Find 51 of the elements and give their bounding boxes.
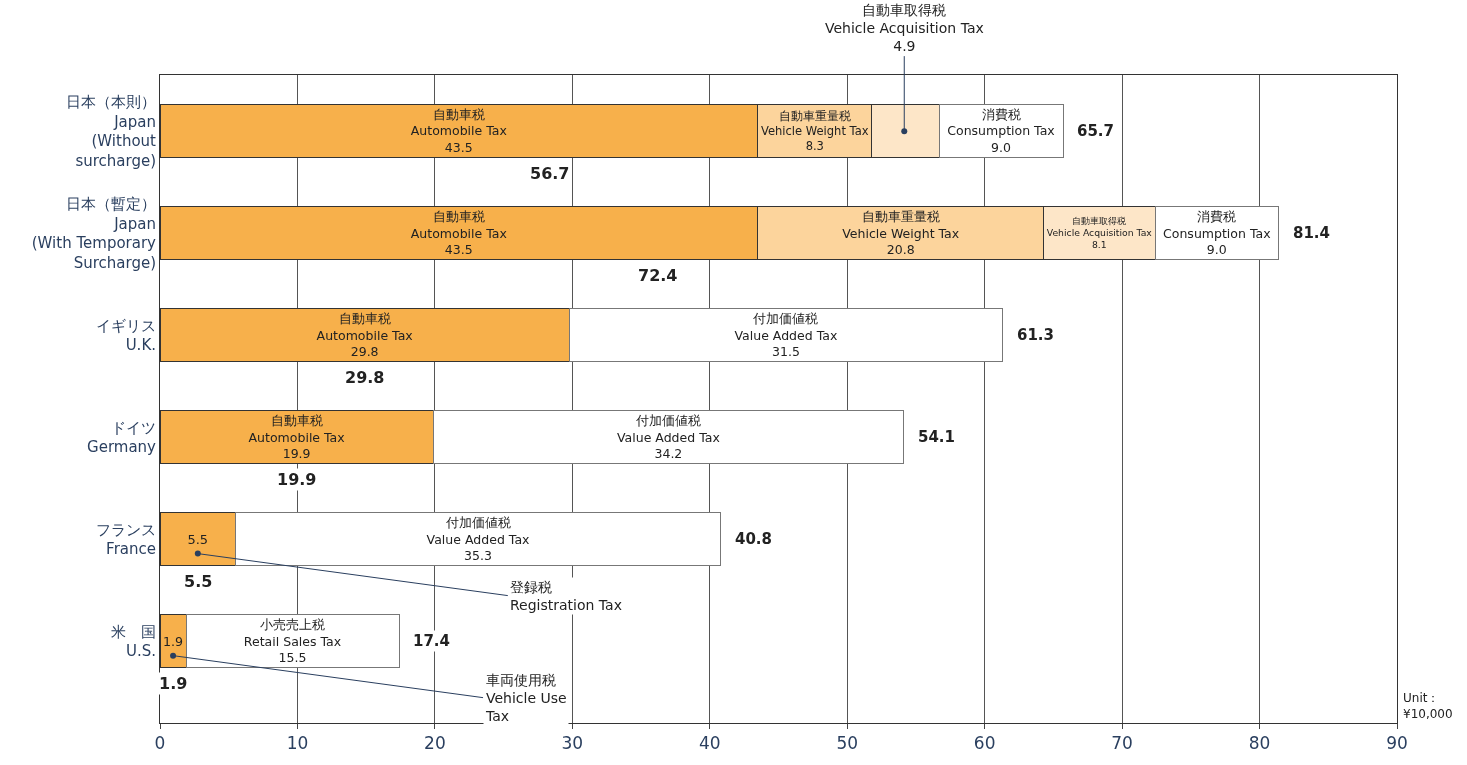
data-label: 消費税 Consumption Tax 9.0 [1163,209,1271,257]
annotation: 5.5 [184,572,213,591]
total-label: 65.7 [1077,122,1115,140]
data-label: 付加価値税 Value Added Tax 35.3 [426,515,530,563]
x-tick-label: 40 [698,733,721,754]
total-label: 17.4 [413,632,451,650]
data-label: 自動車税 Automobile Tax 43.5 [410,107,507,155]
data-label: 自動車重量税 Vehicle Weight Tax 20.8 [842,209,960,257]
y-tick-label: 米 国 U.S. [111,622,156,661]
x-tick-label: 50 [836,733,859,754]
x-tick-label: 60 [973,733,996,754]
data-label: 自動車税 Automobile Tax 29.8 [316,311,413,359]
x-tick-label: 10 [286,733,309,754]
text: 車両使用税 Vehicle Use Tax [485,672,567,725]
annotation: 1.9 [159,674,188,693]
annotation: 72.4 [638,266,678,285]
y-tick-label: 日本（本則） Japan (Without surcharge) [66,93,157,170]
data-label: 小売売上税 Retail Sales Tax 15.5 [243,617,342,665]
annotation: 自動車取得税 Vehicle Acquisition Tax 4.9 [825,2,984,55]
data-label: 1.9 [163,633,184,649]
total-label: 61.3 [1017,326,1055,344]
data-label: 自動車取得税 Vehicle Acquisition Tax 8.1 [1046,215,1153,251]
total-label: 40.8 [735,530,773,548]
x-tick-label: 90 [1386,733,1408,754]
data-label: 自動車税 Automobile Tax 19.9 [248,413,345,461]
y-tick-label: 日本（暫定） Japan (With Temporary Surcharge) [31,195,157,272]
bar [185,614,400,669]
y-tick-label: ドイツ Germany [87,418,157,457]
data-label: 自動車税 Automobile Tax 43.5 [410,209,507,257]
x-tick-label: 30 [561,733,584,754]
annotation: 19.9 [277,470,317,489]
data-label: 自動車重量税 Vehicle Weight Tax 8.3 [760,109,869,154]
text: 登録税 Registration Tax [510,579,622,614]
x-tick-label: 70 [1111,733,1133,754]
y-tick-label: フランス France [96,520,156,559]
bar [235,512,722,567]
data-label: 5.5 [187,531,209,547]
annotation: 29.8 [345,368,385,387]
bar [569,308,1004,363]
text: Unit： ¥10,000 [1403,691,1453,721]
annotation: 56.7 [530,164,570,183]
x-tick-label: 0 [154,733,166,754]
total-label: 54.1 [918,428,956,446]
total-label: 81.4 [1293,224,1331,242]
y-tick-label: イギリス U.K. [96,316,156,355]
x-tick-label: 80 [1248,733,1271,754]
data-label: 付加価値税 Value Added Tax 34.2 [616,413,720,461]
bar [433,410,905,465]
data-label: 消費税 Consumption Tax 9.0 [947,107,1055,155]
x-tick-label: 20 [424,733,446,754]
data-label: 付加価値税 Value Added Tax 31.5 [734,311,838,359]
